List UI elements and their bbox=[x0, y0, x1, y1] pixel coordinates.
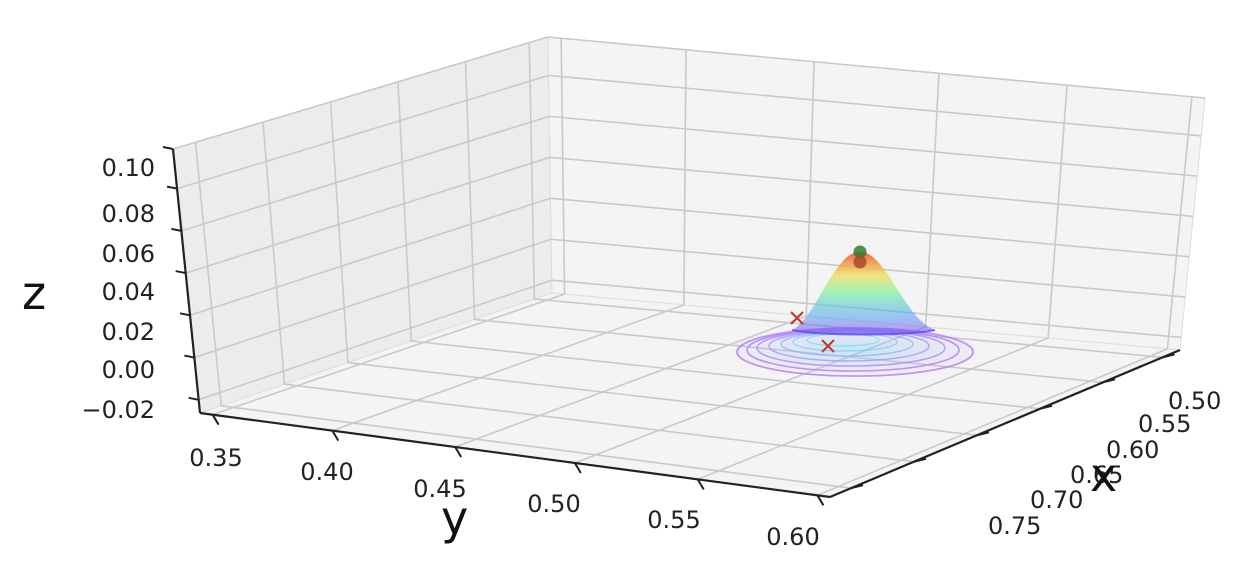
marker-point bbox=[853, 245, 867, 259]
z-tick bbox=[184, 354, 195, 359]
grid-line-x bbox=[284, 383, 915, 463]
grid-line-y bbox=[697, 337, 1049, 481]
grid-line-z-right bbox=[548, 74, 1202, 137]
grid-line-y bbox=[817, 348, 1168, 497]
x-tick bbox=[1162, 353, 1175, 359]
z-tick bbox=[179, 312, 191, 317]
z-tick-label: 0.06 bbox=[102, 240, 155, 268]
z-tick bbox=[188, 396, 199, 401]
markers bbox=[790, 245, 867, 353]
z-tick-label: 0.00 bbox=[102, 356, 155, 384]
grid-line-z-left bbox=[181, 115, 550, 232]
x-tick bbox=[850, 484, 864, 490]
y-tick-label: 0.50 bbox=[527, 490, 580, 518]
y-tick bbox=[211, 414, 220, 426]
x-tick bbox=[1102, 378, 1116, 384]
y-axis-label: y bbox=[441, 491, 468, 545]
x-tick bbox=[913, 457, 927, 463]
y-axis-line bbox=[199, 411, 831, 499]
grid-line-y-wall bbox=[560, 38, 566, 295]
x-tick-label: 0.70 bbox=[1030, 486, 1083, 514]
z-tick bbox=[171, 227, 182, 232]
grid-line-z-right bbox=[549, 156, 1194, 218]
grid-line-y-wall bbox=[1166, 96, 1193, 349]
tick-labels: 0.35 0.400.450.500.550.600.500.550.600.65… bbox=[81, 154, 1221, 551]
grid-line-z-right bbox=[549, 115, 1198, 177]
marker-x bbox=[821, 339, 835, 353]
surface-rim bbox=[791, 329, 936, 336]
z-tick-label: 0.08 bbox=[102, 200, 155, 228]
z-axis-label: z bbox=[22, 266, 46, 320]
y-tick-label: 0.45 bbox=[413, 475, 466, 503]
grid-line-z-right bbox=[547, 36, 1206, 99]
grid-lines bbox=[172, 36, 1206, 497]
z-tick bbox=[166, 185, 178, 190]
grid-line-x bbox=[411, 340, 1041, 410]
grid-line-x-wall bbox=[397, 81, 412, 342]
y-tick bbox=[696, 478, 705, 490]
grid-line-z-left bbox=[189, 197, 551, 317]
grid-line-y-wall bbox=[1047, 85, 1068, 339]
grid-line-z-left bbox=[194, 238, 552, 359]
x-tick-label: 0.50 bbox=[1168, 387, 1221, 415]
x-axis-label: x bbox=[1090, 448, 1117, 502]
x-tick-label: 0.65 bbox=[1070, 461, 1123, 489]
grid-line-x bbox=[221, 405, 852, 489]
z-tick-label: 0.04 bbox=[102, 278, 155, 306]
y-tick bbox=[573, 462, 582, 474]
z-tick-label: 0.02 bbox=[102, 318, 155, 346]
grid-line-x-wall bbox=[194, 142, 222, 406]
z-tick bbox=[162, 146, 174, 150]
grid-line-y bbox=[332, 304, 685, 432]
axes bbox=[162, 146, 1181, 506]
y-tick-label: 0.40 bbox=[300, 458, 353, 486]
z-tick-label: 0.10 bbox=[102, 154, 155, 182]
grid-line-y-wall bbox=[683, 49, 687, 305]
x-tick bbox=[976, 431, 990, 437]
x-tick-label: 0.55 bbox=[1138, 410, 1191, 438]
z-tick bbox=[175, 270, 186, 275]
grid-line-z-left bbox=[198, 279, 553, 401]
z-axis-line bbox=[171, 148, 202, 414]
grid-line-x-wall bbox=[329, 101, 349, 363]
grid-line-z-right bbox=[550, 197, 1190, 258]
grid-line-y bbox=[212, 293, 565, 416]
y-tick-label: 0.55 bbox=[647, 506, 700, 534]
surface-peak bbox=[792, 251, 935, 335]
grid-line-z-left bbox=[172, 36, 549, 150]
grid-line-x-wall bbox=[262, 122, 286, 385]
marker-x bbox=[790, 311, 804, 325]
grid-line-y-wall bbox=[805, 61, 815, 317]
y-tick-label: 0.60 bbox=[766, 523, 819, 551]
grid-line-y-wall bbox=[924, 73, 940, 327]
grid-line-x-wall bbox=[528, 42, 536, 300]
y-tick bbox=[331, 430, 340, 442]
y-tick bbox=[816, 494, 825, 506]
grid-line-y bbox=[454, 315, 807, 448]
x-axis-line bbox=[829, 348, 1181, 499]
y-tick bbox=[454, 446, 463, 458]
grid-line-z-left bbox=[185, 156, 551, 274]
grid-line-x bbox=[347, 361, 978, 437]
x-tick-label: 0.75 bbox=[988, 512, 1041, 540]
y-tick-label: 0.35 bbox=[189, 444, 242, 472]
grid-line-z-left bbox=[176, 74, 549, 190]
grid-line-x-wall bbox=[464, 61, 476, 320]
x-tick bbox=[1039, 404, 1053, 410]
z-tick-label: −0.02 bbox=[81, 396, 155, 424]
marker-point bbox=[853, 255, 867, 269]
x-tick-label: 0.60 bbox=[1106, 436, 1159, 464]
